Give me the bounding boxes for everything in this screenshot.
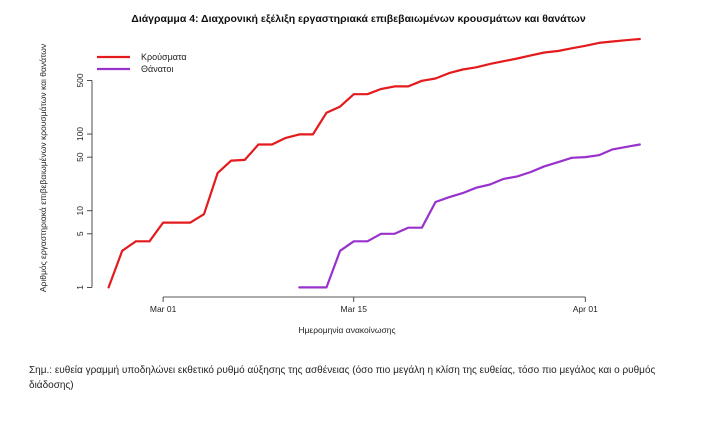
legend-label: Κρούσματα [141, 52, 187, 62]
chart-note: Σημ.: ευθεία γραμμή υποδηλώνει εκθετικό … [29, 365, 656, 391]
y-tick-label: 500 [75, 73, 85, 87]
x-tick-label: Mar 01 [150, 304, 177, 314]
series-line-cases [107, 37, 641, 289]
y-tick-label: 50 [75, 152, 85, 162]
y-axis-title: Αριθμός εργαστηριακά επιβεβαιωμένων κρου… [38, 44, 48, 292]
y-tick-label: 100 [75, 127, 85, 141]
y-tick-label: 10 [75, 206, 85, 216]
chart-title: Διάγραμμα 4: Διαχρονική εξέλιξη εργαστηρ… [131, 13, 586, 25]
chart-legend: Κρούσματα Θάνατοι [97, 52, 187, 74]
y-tick-label: 1 [75, 285, 85, 290]
y-tick-label: 5 [75, 231, 85, 236]
x-tick-label: Mar 15 [341, 304, 368, 314]
series-line-deaths [298, 143, 641, 289]
chart-axes: Mar 01 Mar 15 Apr 01 1 5 10 50 100 500 [75, 73, 598, 314]
legend-label: Θάνατοι [141, 64, 173, 74]
x-tick-label: Apr 01 [573, 304, 598, 314]
chart-series [107, 37, 641, 289]
x-axis-title: Ημερομηνία ανακοίνωσης [298, 325, 395, 335]
